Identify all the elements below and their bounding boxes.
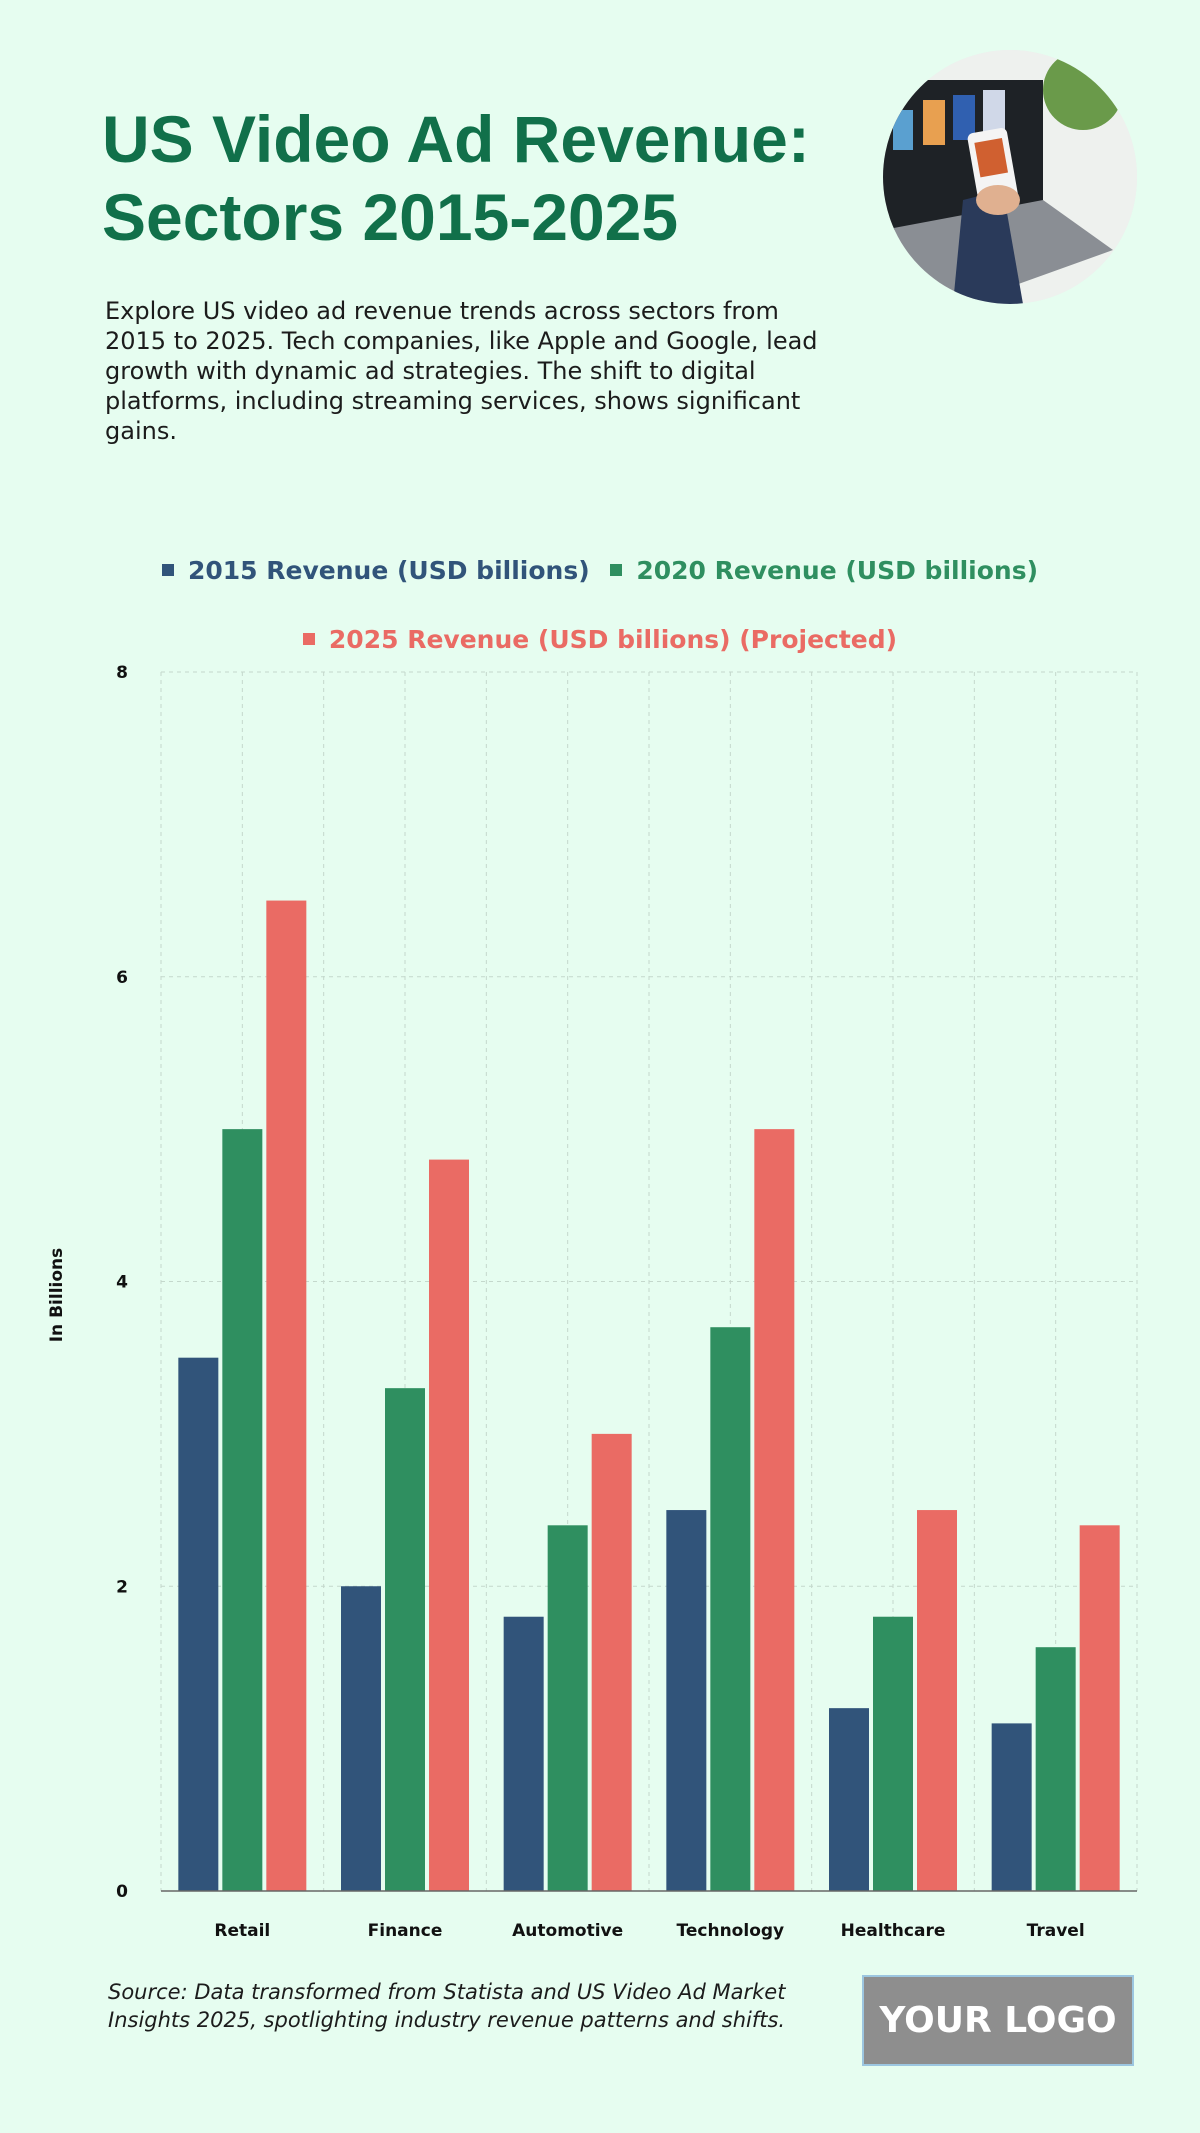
bar-automotive-2025[interactable] (591, 1433, 632, 1891)
bar-automotive-2020[interactable] (547, 1525, 588, 1891)
laptop-phone-photo (883, 50, 1137, 304)
logo-placeholder: YOUR LOGO (862, 1975, 1134, 2066)
description: Explore US video ad revenue trends acros… (105, 297, 818, 445)
legend-row-1: 2015 Revenue (USD billions) 2020 Revenue… (0, 553, 1200, 585)
legend-label-2025: 2025 Revenue (USD billions) (Projected) (328, 624, 898, 654)
legend-item-2020[interactable]: 2020 Revenue (USD billions) (610, 556, 1038, 585)
legend-swatch-2020 (610, 564, 623, 576)
x-tick-label: Healthcare (841, 1921, 946, 1941)
y-tick-label: 8 (116, 663, 128, 683)
legend-item-2025[interactable]: 2025 Revenue (USD billions) (Projected) (302, 624, 898, 654)
page-title: US Video Ad Revenue: Sectors 2015-2025 (102, 102, 810, 254)
legend-label-2020: 2020 Revenue (USD billions) (636, 555, 1038, 585)
bar-automotive-2015[interactable] (503, 1616, 544, 1891)
bar-travel-2025[interactable] (1079, 1525, 1120, 1891)
y-tick-label: 6 (116, 968, 128, 988)
y-tick-label: 4 (116, 1273, 128, 1293)
bar-finance-2025[interactable] (429, 1159, 469, 1891)
axes: 0 2 4 6 8 Retail Finance Automotive Technology He… (116, 663, 1137, 1941)
grid-lines (160, 671, 1138, 1891)
y-tick-label: 0 (116, 1882, 128, 1902)
x-tick-label: Technology (677, 1921, 785, 1941)
legend-row-2: 2025 Revenue (USD billions) (Projected) (0, 622, 1200, 654)
bar-healthcare-2025[interactable] (917, 1510, 957, 1891)
legend-label-2015: 2015 Revenue (USD billions) (188, 555, 590, 585)
bar-retail-2025[interactable] (266, 900, 307, 1891)
bar-finance-2020[interactable] (385, 1388, 425, 1891)
legend-swatch-2015 (162, 564, 174, 576)
bar-healthcare-2015[interactable] (829, 1708, 869, 1891)
bar-retail-2020[interactable] (222, 1129, 263, 1891)
x-tick-label: Finance (368, 1921, 443, 1941)
legend-item-2015[interactable]: 2015 Revenue (USD billions) (162, 556, 590, 585)
source-note: Source: Data transformed from Statista a… (108, 1980, 786, 2032)
bar-technology-2015[interactable] (666, 1510, 707, 1891)
bar-travel-2020[interactable] (1035, 1647, 1076, 1891)
x-tick-label: Travel (1027, 1921, 1085, 1941)
legend-swatch-2025 (302, 633, 315, 645)
bars (178, 900, 1120, 1891)
bar-technology-2020[interactable] (710, 1327, 751, 1891)
bar-retail-2015[interactable] (178, 1357, 219, 1891)
x-tick-label: Automotive (512, 1921, 623, 1941)
bar-technology-2025[interactable] (754, 1129, 795, 1891)
bar-healthcare-2020[interactable] (873, 1616, 913, 1891)
bar-travel-2015[interactable] (991, 1723, 1032, 1891)
y-axis-label: In Billions (47, 1248, 67, 1343)
bar-finance-2015[interactable] (341, 1586, 381, 1891)
x-tick-label: Retail (214, 1921, 270, 1941)
y-tick-label: 2 (116, 1577, 128, 1597)
